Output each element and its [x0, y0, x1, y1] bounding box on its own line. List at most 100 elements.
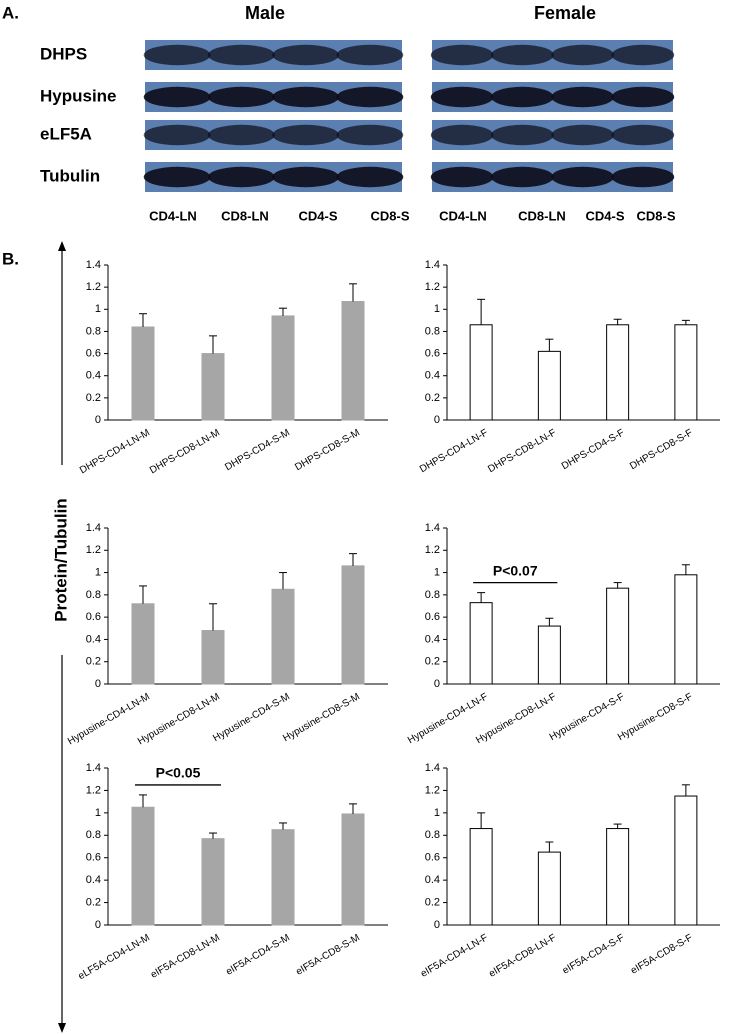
blot-band — [551, 44, 614, 66]
y-tick-label: 0.6 — [86, 347, 101, 359]
error-bar — [139, 794, 147, 808]
arrow-head — [58, 1023, 66, 1033]
x-tick-label: eIF5A-CD8-S-M — [294, 932, 362, 977]
bar — [131, 326, 155, 421]
y-tick-label: 0.6 — [86, 852, 101, 864]
bar — [674, 574, 698, 685]
y-tick-label: 0.8 — [425, 829, 440, 841]
y-tick-label: 1.2 — [86, 784, 101, 796]
row-label: eLF5A — [40, 124, 92, 143]
y-tick-label: 0.4 — [425, 370, 440, 382]
error-bar — [681, 784, 690, 797]
y-axis-label: Protein/Tubulin — [51, 498, 70, 621]
y-tick-label: 1.2 — [425, 784, 440, 796]
x-tick-label: DHPS-CD8-S-M — [293, 427, 362, 473]
bar — [537, 625, 561, 685]
error-bar — [349, 803, 357, 814]
bar — [469, 324, 493, 421]
y-tick-label: 0.2 — [425, 656, 440, 668]
x-tick-label: eIF5A-CD4-S-M — [224, 932, 292, 977]
blot-band — [336, 86, 404, 108]
y-tick-label: 0 — [95, 919, 101, 931]
y-tick-label: 0.2 — [425, 896, 440, 908]
y-tick-label: 1.2 — [425, 281, 440, 293]
x-tick-label: DHPS-CD4-LN-F — [418, 427, 490, 475]
y-tick-label: 1.4 — [425, 259, 440, 271]
blot-band — [491, 166, 554, 188]
lane-label: CD4-LN — [439, 208, 487, 223]
y-tick-label: 1 — [95, 303, 101, 315]
y-tick-label: 0.6 — [425, 852, 440, 864]
blot-band — [336, 124, 404, 146]
blot-band — [611, 86, 675, 108]
bar — [674, 795, 698, 926]
y-tick-label: 0.8 — [86, 589, 101, 601]
x-tick-label: Hypusine-CD4-S-M — [211, 691, 292, 744]
y-tick-label: 0.6 — [86, 611, 101, 623]
y-tick-label: 0.8 — [86, 325, 101, 337]
blot-band — [611, 166, 675, 188]
bar — [271, 829, 295, 926]
bar — [271, 588, 295, 685]
error-bar — [139, 313, 147, 327]
bar — [341, 813, 365, 926]
blot-band — [430, 44, 494, 66]
y-tick-label: 1 — [434, 807, 440, 819]
error-bar — [209, 603, 217, 631]
y-tick-label: 0.2 — [86, 896, 101, 908]
y-tick-label: 0.2 — [86, 656, 101, 668]
significance-label: P<0.05 — [156, 765, 201, 781]
blot-band — [272, 44, 340, 66]
lane-label: CD8-S — [370, 208, 409, 223]
y-tick-label: 1 — [95, 807, 101, 819]
x-tick-label: eLF5A-CD4-LN-M — [77, 932, 152, 982]
blot-band — [430, 166, 494, 188]
x-tick-label: DHPS-CD8-LN-M — [148, 427, 222, 476]
lane-label: CD8-S — [636, 208, 675, 223]
y-tick-label: 0.8 — [425, 325, 440, 337]
significance-label: P<0.07 — [493, 562, 538, 578]
error-bar — [477, 298, 486, 325]
y-tick-label: 0.8 — [425, 589, 440, 601]
bar — [606, 828, 630, 926]
x-tick-label: Hypusine-CD8-S-M — [281, 691, 362, 744]
bar — [606, 324, 630, 421]
y-tick-label: 0 — [434, 414, 440, 426]
x-tick-label: eIF5A-CD4-LN-F — [419, 932, 490, 979]
error-bar — [279, 822, 287, 830]
y-tick-label: 1.4 — [425, 762, 440, 774]
blot-band — [430, 124, 494, 146]
x-tick-label: DHPS-CD4-S-M — [223, 427, 292, 473]
bar — [341, 301, 365, 421]
bar — [201, 353, 225, 421]
lane-label: CD8-LN — [518, 208, 566, 223]
x-tick-label: eIF5A-CD8-S-F — [629, 932, 695, 976]
row-label: Hypusine — [40, 86, 117, 105]
y-tick-label: 0 — [434, 919, 440, 931]
y-tick-label: 0.4 — [425, 874, 440, 886]
error-bar — [279, 572, 287, 590]
blot-band — [336, 166, 404, 188]
error-bar — [139, 585, 147, 604]
x-tick-label: eIF5A-CD4-S-F — [561, 932, 627, 976]
bar — [131, 603, 155, 685]
blot-band — [491, 124, 554, 146]
blot-band — [551, 86, 614, 108]
row-label: DHPS — [40, 44, 87, 63]
blot-band — [611, 44, 675, 66]
blot-band — [336, 44, 404, 66]
error-bar — [349, 553, 357, 566]
blot-band — [272, 86, 340, 108]
error-bar — [545, 338, 554, 352]
blot-band — [143, 86, 211, 108]
x-tick-label: DHPS-CD8-LN-F — [486, 427, 558, 475]
bar — [469, 602, 493, 685]
bar — [201, 838, 225, 926]
error-bar — [545, 617, 554, 627]
x-tick-label: Hypusine-CD8-S-F — [616, 691, 695, 743]
y-tick-label: 0.4 — [86, 874, 101, 886]
blot-band — [491, 86, 554, 108]
lane-label: CD4-LN — [149, 208, 197, 223]
lane-label: CD4-S — [585, 208, 624, 223]
y-tick-label: 1 — [434, 566, 440, 578]
